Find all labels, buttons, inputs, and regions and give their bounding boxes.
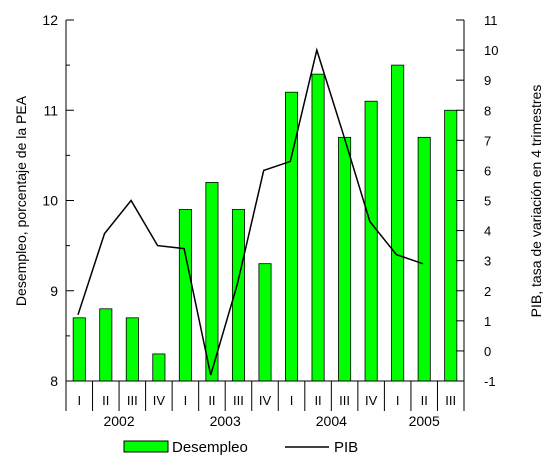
x-year-label: 2004 [316,413,347,429]
y2-tick-label: 2 [484,284,491,299]
left-axis-ticks: 8 9 10 11 12 [42,12,74,389]
bar-desempleo [258,263,272,382]
x-tick-label: II [102,393,109,408]
x-tick-label: III [233,393,244,408]
unemployment-bars [72,64,458,382]
y2-tick-label: 7 [484,133,491,148]
gdp-line [77,47,424,376]
y2-tick-label: 1 [484,314,491,329]
x-year-label: 2005 [409,413,440,429]
x-axis-categories: I II III IV I II III IV I II III IV I II III [65,381,465,411]
y2-tick-label: 3 [484,254,491,269]
x-tick-label: I [184,393,188,408]
legend: Desempleo PIB [123,439,358,456]
x-axis-years: 2002 2003 2004 2005 [103,413,439,429]
y2-tick-label: 6 [484,163,491,178]
x-tick-label: IV [365,393,378,408]
y-axis-label: Desempleo, porcentaje de la PEA [13,95,29,306]
bar-desempleo [444,109,458,382]
x-tick-label: I [290,393,294,408]
bar-desempleo [125,317,139,382]
bar-desempleo [72,317,86,382]
x-tick-label: I [77,393,81,408]
legend-swatch-desempleo [123,440,169,453]
x-tick-label: III [127,393,138,408]
y2-tick-label: 10 [484,43,498,58]
bar-desempleo [417,136,431,382]
right-axis-ticks: -1 0 1 2 3 4 5 6 7 8 9 10 11 [456,13,498,389]
y-tick-label: 10 [42,193,58,209]
bar-desempleo [99,308,113,382]
x-year-label: 2003 [210,413,241,429]
x-tick-label: IV [259,393,272,408]
legend-label-pib: PIB [334,439,358,456]
y2-tick-label: 9 [484,73,491,88]
y2-tick-label: 5 [484,194,491,209]
y-tick-label: 9 [50,283,58,299]
x-year-label: 2002 [103,413,134,429]
y2-tick-label: 11 [484,13,498,28]
y2-tick-label: 8 [484,103,491,118]
gdp-line-layer [77,47,424,376]
y2-tick-label: 0 [484,344,491,359]
x-tick-label: II [421,393,428,408]
x-tick-label: III [445,393,456,408]
y-tick-label: 12 [42,12,58,28]
y2-tick-label: -1 [484,374,496,389]
bar-desempleo [391,64,405,382]
x-tick-label: IV [153,393,166,408]
x-tick-label: III [339,393,350,408]
bar-desempleo [364,100,378,382]
y2-axis-label: PIB, tasa de variación en 4 trimestres [528,85,544,318]
bar-desempleo [178,209,192,382]
y2-tick-label: 4 [484,224,491,239]
x-tick-label: II [208,393,215,408]
y-tick-label: 11 [43,102,58,118]
x-tick-label: I [396,393,400,408]
legend-label-desempleo: Desempleo [172,439,248,456]
bar-desempleo [152,353,166,382]
y-tick-label: 8 [50,373,58,389]
bar-desempleo [338,136,352,382]
bar-desempleo [205,182,219,382]
bar-desempleo [311,73,325,382]
x-tick-label: II [314,393,321,408]
